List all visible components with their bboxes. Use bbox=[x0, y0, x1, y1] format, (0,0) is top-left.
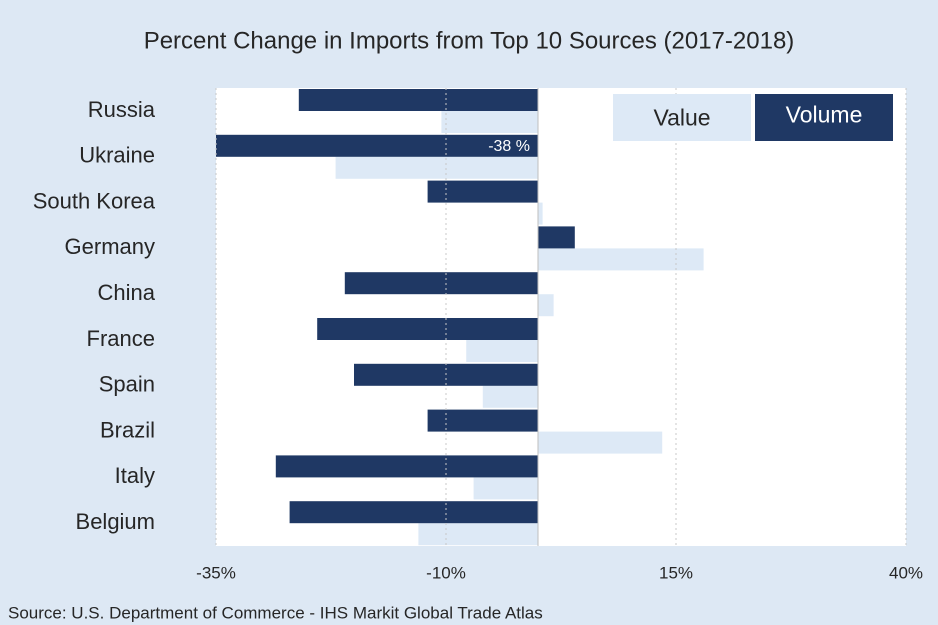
bar bbox=[427, 409, 538, 432]
bar bbox=[344, 272, 538, 295]
bar bbox=[538, 248, 704, 271]
bar bbox=[538, 226, 575, 249]
y-tick-label: France bbox=[87, 326, 155, 351]
legend-label: Volume bbox=[786, 102, 863, 128]
legend-label: Value bbox=[653, 105, 710, 131]
source-note: Source: U.S. Department of Commerce - IH… bbox=[8, 603, 543, 622]
bars bbox=[216, 89, 704, 546]
y-tick-label: South Korea bbox=[33, 188, 156, 213]
bar bbox=[538, 431, 663, 454]
x-tick-label: 40% bbox=[889, 563, 923, 582]
y-tick-label: Belgium bbox=[76, 509, 155, 534]
y-tick-label: Germany bbox=[65, 234, 155, 259]
y-tick-label: China bbox=[98, 280, 156, 305]
bar bbox=[275, 455, 538, 478]
bar bbox=[418, 523, 538, 546]
bar bbox=[298, 89, 538, 111]
bar bbox=[441, 111, 538, 133]
y-tick-label: Italy bbox=[115, 463, 155, 488]
data-label: -38 % bbox=[488, 138, 530, 155]
x-tick-label: 15% bbox=[659, 563, 693, 582]
bar bbox=[473, 477, 538, 500]
legend-swatch bbox=[755, 94, 893, 141]
y-tick-label: Spain bbox=[99, 372, 155, 397]
legend-swatch bbox=[613, 94, 751, 141]
y-tick-label: Brazil bbox=[100, 417, 155, 442]
bar bbox=[335, 156, 538, 179]
y-tick-label: Russia bbox=[88, 97, 156, 122]
bar bbox=[289, 501, 538, 524]
chart-title: Percent Change in Imports from Top 10 So… bbox=[144, 27, 795, 54]
y-tick-label: Ukraine bbox=[79, 143, 155, 168]
x-tick-label: -10% bbox=[426, 563, 466, 582]
bar bbox=[427, 180, 538, 203]
bar bbox=[317, 318, 538, 340]
bar bbox=[482, 385, 538, 408]
bar bbox=[538, 202, 543, 225]
bar bbox=[538, 294, 554, 317]
x-tick-label: -35% bbox=[196, 563, 236, 582]
bar bbox=[466, 340, 538, 362]
bar bbox=[216, 134, 538, 157]
